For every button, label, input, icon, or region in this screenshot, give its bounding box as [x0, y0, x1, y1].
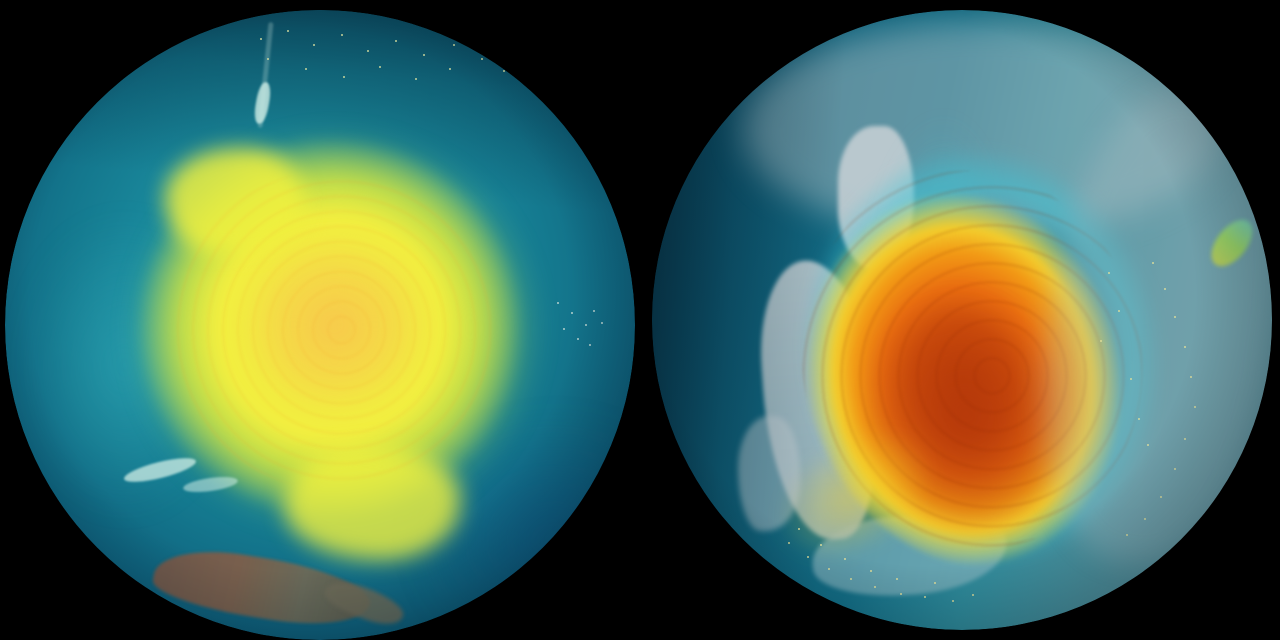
- left-city-lights-limb: [5, 10, 7, 12]
- right-city-lights-limb: [652, 10, 654, 12]
- globe-right: [652, 10, 1272, 630]
- left-limb-shading: [5, 10, 635, 640]
- globe-left: [5, 10, 635, 640]
- right-limb-shading: [652, 10, 1272, 630]
